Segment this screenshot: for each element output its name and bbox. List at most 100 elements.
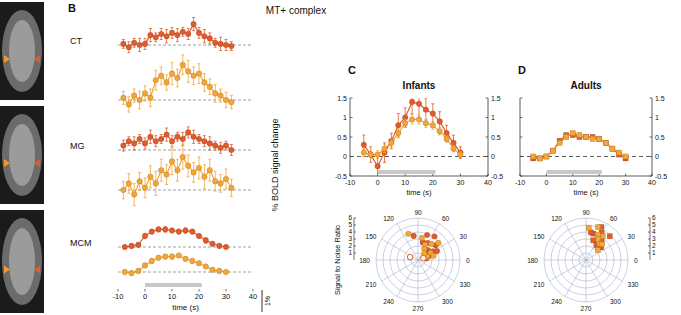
data-point <box>599 242 604 247</box>
radial-axis-label: Signal to Noise Ratio <box>333 225 342 295</box>
angle-grid <box>565 224 586 260</box>
data-point <box>430 123 436 129</box>
data-point <box>148 95 154 101</box>
data-point <box>153 138 159 144</box>
data-point <box>361 142 367 148</box>
x-tick <box>350 174 351 177</box>
data-point <box>430 111 436 117</box>
data-point <box>202 33 208 39</box>
data-point <box>458 152 464 158</box>
data-point <box>129 243 135 249</box>
data-point <box>149 229 155 235</box>
data-point <box>137 97 143 103</box>
chart-title: Infants <box>403 80 436 91</box>
data-point <box>175 75 181 81</box>
angle-label: 240 <box>383 298 394 305</box>
x-tick-label: 20 <box>429 179 437 186</box>
data-point <box>229 185 235 191</box>
radial-tick-label: 4 <box>652 228 656 235</box>
angle-label: 330 <box>460 281 471 288</box>
x-tick-label: 30 <box>622 179 630 186</box>
data-point <box>202 138 208 144</box>
x-tick-label: 10 <box>569 179 577 186</box>
data-point <box>196 165 202 171</box>
data-point <box>537 156 542 161</box>
mri-arrow <box>34 159 40 167</box>
angle-grid <box>586 260 622 281</box>
data-point <box>544 154 549 159</box>
data-point <box>142 141 148 147</box>
data-point <box>176 253 182 259</box>
data-point <box>595 225 600 230</box>
data-point <box>375 164 381 170</box>
data-point <box>444 130 450 136</box>
data-point <box>382 146 388 152</box>
radial-grid <box>376 218 460 302</box>
data-point <box>583 134 588 139</box>
angle-label: 120 <box>383 215 394 222</box>
data-point <box>137 136 143 142</box>
axis-line <box>350 176 488 177</box>
x-tick-label: 10 <box>168 292 176 301</box>
series-line <box>123 157 231 194</box>
y-tick-label: 1.5 <box>491 95 501 102</box>
y-tick <box>486 98 489 99</box>
data-point <box>148 134 154 140</box>
series-group <box>361 98 463 176</box>
angle-grid <box>382 239 418 260</box>
data-point <box>389 140 395 146</box>
data-point <box>158 167 164 173</box>
y-tick <box>350 137 353 138</box>
data-point <box>570 131 575 136</box>
data-point <box>623 154 628 159</box>
data-point <box>122 244 128 250</box>
angle-label: 180 <box>527 257 538 264</box>
angle-grid <box>586 260 587 302</box>
angle-label: 330 <box>628 281 639 288</box>
data-point <box>577 133 582 138</box>
angle-label: 300 <box>610 298 621 305</box>
angle-label: 30 <box>628 233 636 240</box>
data-point <box>431 253 437 259</box>
data-point <box>207 167 213 173</box>
data-point <box>223 269 229 275</box>
data-point <box>126 181 132 187</box>
mri-image <box>0 106 44 204</box>
data-point <box>196 260 202 266</box>
series-line <box>533 133 625 158</box>
radial-tick <box>648 246 650 247</box>
series-group <box>121 145 235 206</box>
data-point <box>212 91 218 97</box>
x-tick-label: 40 <box>484 179 492 186</box>
angle-grid <box>418 239 454 260</box>
radial-grid <box>544 218 628 302</box>
radial-tick-label: 4 <box>348 228 352 235</box>
data-point <box>409 99 415 105</box>
data-point <box>406 231 412 237</box>
data-point <box>185 31 191 37</box>
radial-tick <box>354 239 356 240</box>
angle-label: 210 <box>366 281 377 288</box>
data-point <box>149 258 155 264</box>
radial-tick <box>648 239 650 240</box>
mri-brain <box>9 124 35 186</box>
data-point <box>202 80 208 86</box>
data-point <box>169 254 175 260</box>
angle-label: 120 <box>551 215 562 222</box>
y-tick <box>520 98 523 99</box>
data-point <box>158 136 164 142</box>
angle-grid <box>382 260 418 281</box>
data-point <box>136 268 142 274</box>
y-tick <box>520 117 523 118</box>
series-group <box>406 231 442 261</box>
series-group <box>122 227 229 250</box>
angle-grid <box>418 260 419 302</box>
mri-brain <box>2 114 42 196</box>
series-group <box>531 131 629 162</box>
data-point <box>419 235 425 241</box>
data-point <box>164 33 170 39</box>
x-tick-label: 0 <box>143 292 147 301</box>
angle-grid <box>550 260 586 281</box>
data-point <box>229 147 235 153</box>
mri-brain <box>9 20 35 82</box>
